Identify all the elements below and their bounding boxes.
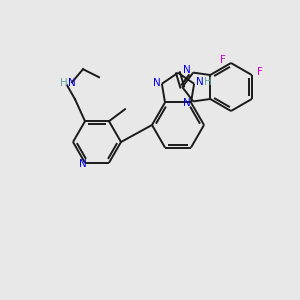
- Text: N: N: [196, 77, 204, 87]
- Text: F: F: [220, 55, 226, 65]
- Text: N: N: [153, 78, 161, 88]
- Text: N: N: [183, 98, 191, 108]
- Text: N: N: [79, 159, 87, 169]
- Text: H: H: [204, 77, 212, 87]
- Text: H: H: [60, 78, 68, 88]
- Text: N: N: [68, 78, 76, 88]
- Text: F: F: [257, 67, 263, 77]
- Text: N: N: [183, 64, 191, 75]
